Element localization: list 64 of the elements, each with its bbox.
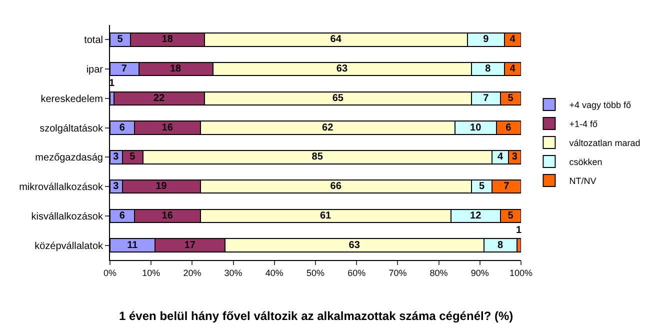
data-label: 19 bbox=[156, 181, 168, 192]
data-label: 66 bbox=[330, 181, 342, 192]
data-label: 63 bbox=[336, 64, 348, 75]
data-label: 6 bbox=[506, 122, 512, 134]
data-label: 5 bbox=[130, 152, 136, 163]
data-label: 3 bbox=[512, 152, 518, 163]
data-label: 8 bbox=[497, 240, 504, 251]
data-label: 12 bbox=[470, 210, 482, 222]
data-label: 1 bbox=[516, 225, 522, 236]
data-label: 61 bbox=[320, 210, 332, 222]
data-label: 22 bbox=[154, 92, 166, 104]
legend-label: NT/NV bbox=[569, 176, 596, 186]
data-label: 63 bbox=[348, 240, 360, 251]
data-label: 6 bbox=[119, 122, 126, 134]
x-tick-label: 60% bbox=[348, 268, 366, 278]
x-tick-label: 30% bbox=[224, 268, 242, 278]
data-label: 6 bbox=[119, 210, 126, 222]
data-label: 5 bbox=[117, 34, 124, 46]
legend-label: csökken bbox=[569, 157, 602, 168]
data-label: 5 bbox=[478, 181, 485, 192]
legend-label: +1-4 fő bbox=[569, 119, 598, 130]
y-tick-label: középvállalatok bbox=[34, 240, 104, 252]
data-label: 4 bbox=[510, 64, 516, 75]
y-tick-label: mezőgazdaság bbox=[35, 152, 103, 164]
y-tick-label: kisvállalkozások bbox=[31, 211, 104, 222]
data-label: 64 bbox=[330, 34, 342, 46]
data-label: 65 bbox=[332, 92, 344, 104]
data-label: 7 bbox=[483, 92, 490, 104]
x-tick-label: 50% bbox=[306, 268, 325, 278]
data-label: 62 bbox=[322, 122, 334, 134]
data-label: 4 bbox=[497, 152, 504, 163]
data-label: 16 bbox=[162, 122, 174, 134]
data-label: 3 bbox=[113, 152, 120, 163]
y-tick-label: szolgáltatások bbox=[40, 123, 104, 134]
data-label: 85 bbox=[312, 152, 324, 163]
x-tick-label: 80% bbox=[430, 268, 448, 278]
x-tick-label: 40% bbox=[265, 268, 284, 278]
data-label: 17 bbox=[184, 240, 196, 251]
legend-label: változatlan marad bbox=[569, 138, 640, 148]
data-label: 11 bbox=[127, 240, 138, 251]
data-label: 7 bbox=[504, 181, 510, 192]
x-tick-label: 0% bbox=[103, 268, 117, 278]
x-tick-label: 10% bbox=[142, 268, 160, 278]
data-label: 7 bbox=[121, 64, 128, 75]
data-label: 10 bbox=[470, 122, 482, 134]
x-tick-label: 70% bbox=[388, 268, 407, 278]
data-label: 8 bbox=[485, 64, 492, 75]
x-tick-label: 90% bbox=[470, 268, 489, 278]
data-label: 16 bbox=[162, 210, 174, 222]
legend-label: +4 vagy több fő bbox=[569, 100, 632, 110]
data-label: 9 bbox=[483, 34, 490, 46]
text: 1 éven belül hány fővel változik az alkalmazottak száma cégénél? (%) bbox=[119, 309, 514, 323]
data-label: 3 bbox=[113, 181, 120, 192]
data-label: 5 bbox=[508, 210, 514, 222]
y-tick-label: ipar bbox=[86, 64, 104, 76]
y-tick-label: kereskedelem bbox=[40, 94, 103, 105]
x-tick-label: 100% bbox=[509, 268, 533, 278]
data-label: 18 bbox=[162, 34, 174, 46]
data-label: 5 bbox=[508, 92, 514, 104]
data-label: 18 bbox=[170, 64, 182, 75]
y-tick-label: total bbox=[84, 35, 103, 46]
data-label: 4 bbox=[510, 34, 516, 46]
y-tick-label: mikrovállalkozások bbox=[19, 182, 104, 194]
x-tick-label: 20% bbox=[183, 268, 202, 278]
